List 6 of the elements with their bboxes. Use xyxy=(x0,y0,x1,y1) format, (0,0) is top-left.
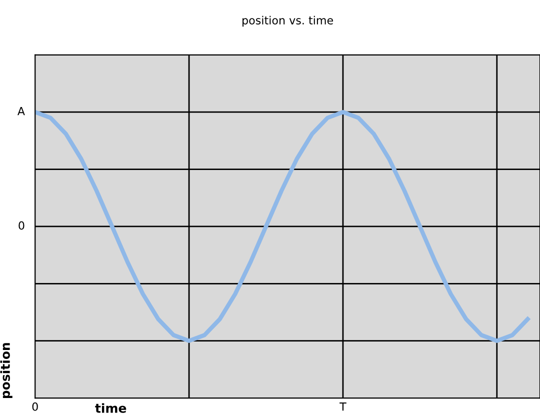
text: A xyxy=(17,107,25,116)
x-tick-label: T xyxy=(340,402,346,411)
chart-title: position vs. time xyxy=(242,16,333,27)
y-axis-title: position xyxy=(0,343,12,398)
x-axis-title: time xyxy=(95,403,126,413)
text: 0 xyxy=(18,221,24,230)
